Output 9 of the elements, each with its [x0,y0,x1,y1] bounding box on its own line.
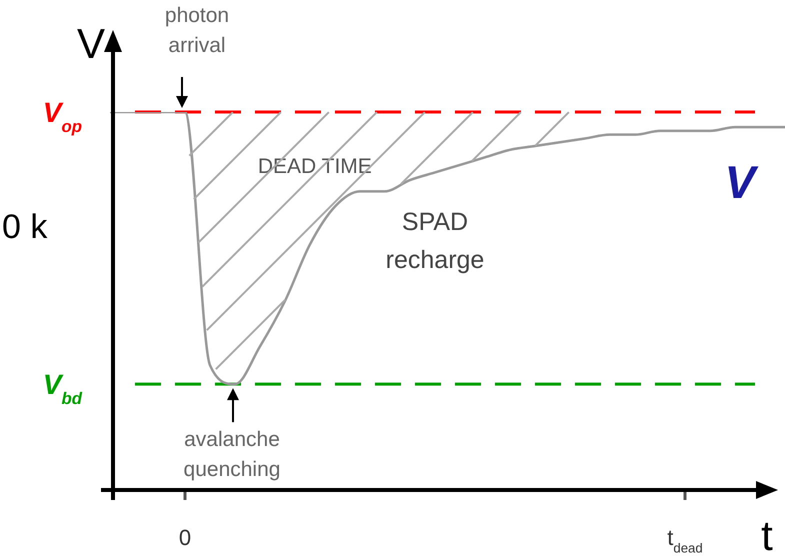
annotation: DEAD TIME [258,155,372,178]
annotation: photon arrival [164,4,230,57]
y-axis-title: V [76,20,106,67]
series-label: V [724,156,759,208]
text: 0 k [2,208,48,246]
annotation: SPAD recharge [386,208,484,274]
x-axis-title: t [761,512,774,556]
annotation: avalanche quenching [184,428,280,482]
x-tick-label: 0 [178,525,192,550]
